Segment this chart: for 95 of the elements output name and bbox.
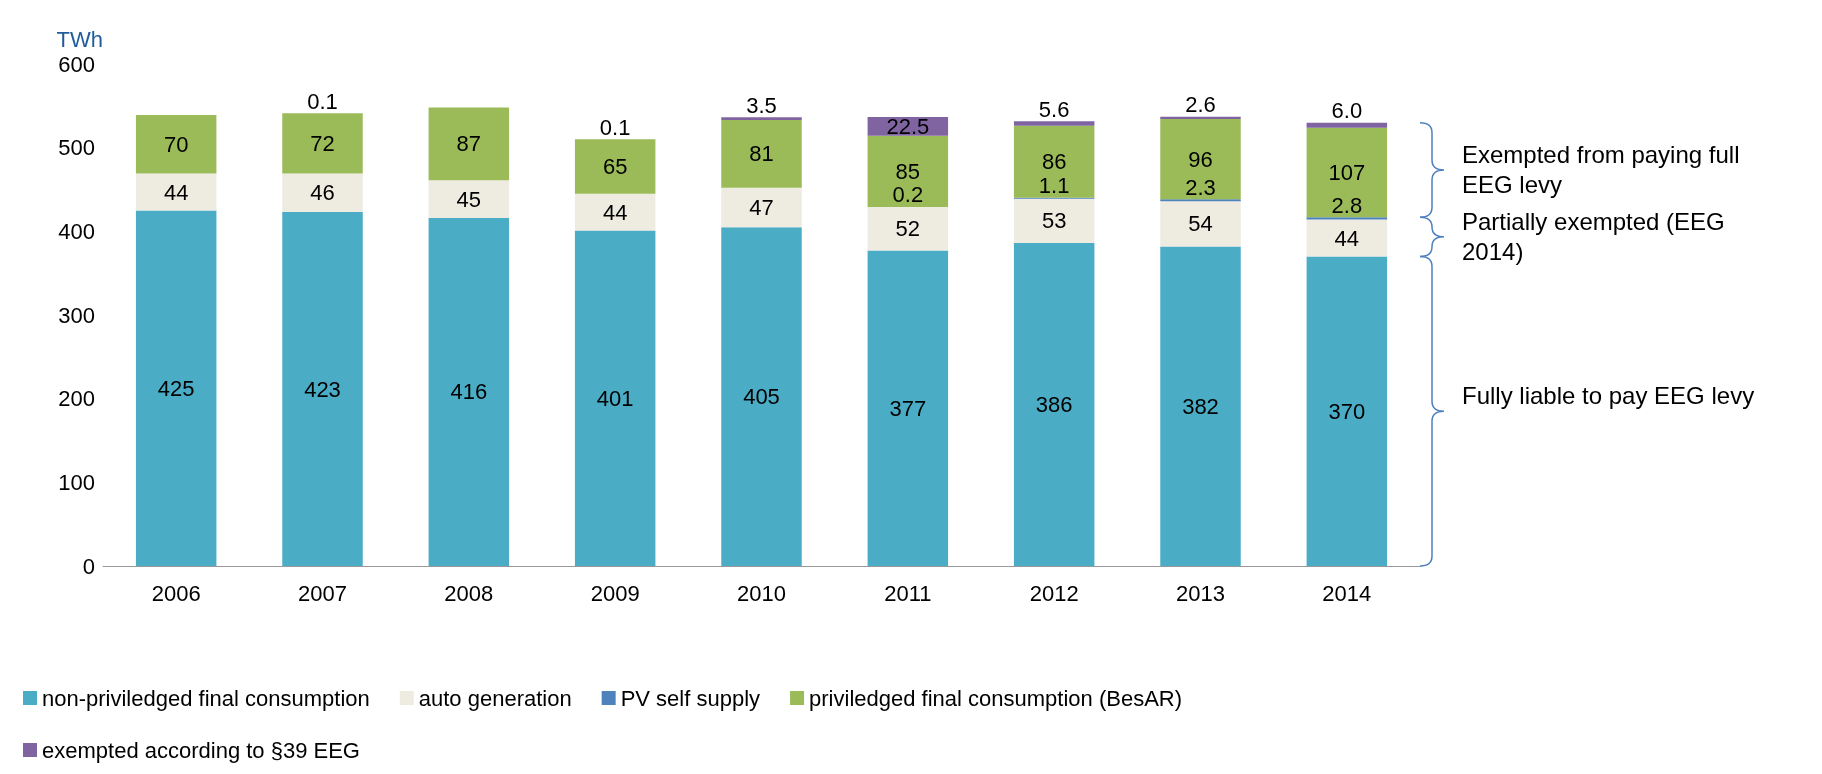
data-label: 5.6: [1038, 96, 1070, 122]
bar: [574, 193, 656, 231]
x-tick-label: 2012: [1029, 580, 1079, 606]
bar: [1160, 246, 1241, 566]
bar: [867, 250, 949, 566]
data-label: 45: [456, 186, 482, 212]
y-tick-label: 0: [82, 553, 95, 579]
data-label: 53: [1041, 208, 1067, 234]
x-tick-label: 2011: [884, 580, 932, 606]
text: Partially exempted (EEG 2014): [1462, 206, 1726, 267]
data-label: 0.1: [599, 114, 631, 140]
data-label: 3.5: [746, 92, 777, 118]
data-label: 416: [450, 379, 488, 405]
data-label: 107: [1328, 160, 1366, 186]
y-tick-label: 600: [58, 51, 95, 77]
bar: [135, 210, 217, 566]
legend-label: priviledged final consumption (BesAR): [809, 685, 1183, 711]
text: Exempted from paying full EEG levy: [1462, 140, 1741, 200]
data-label: 47: [749, 194, 774, 220]
data-label: 386: [1035, 392, 1073, 418]
legend-label: exempted according to §39 EEG: [42, 737, 360, 763]
data-label: 0.1: [307, 88, 338, 114]
data-label: 65: [602, 153, 628, 179]
data-label: 44: [602, 199, 628, 225]
text: Fully liable to pay EEG levy: [1462, 381, 1756, 412]
bar: [1306, 127, 1388, 218]
bar: [721, 117, 802, 121]
data-label: 401: [596, 385, 634, 411]
bar: [135, 173, 217, 211]
bar: [282, 113, 363, 174]
data-label: 2.6: [1185, 92, 1216, 118]
data-label: 87: [456, 131, 482, 157]
data-label: 81: [749, 141, 774, 167]
data-label: 2.3: [1185, 174, 1216, 200]
bar: [1306, 256, 1388, 566]
x-tick-label: 2008: [444, 580, 494, 606]
bar: [1160, 201, 1241, 247]
bar: [1013, 125, 1095, 198]
legend-label: non-priviledged final consumption: [42, 685, 370, 711]
data-label: 405: [743, 384, 780, 410]
bar: [282, 212, 363, 566]
data-label: 423: [304, 376, 341, 402]
y-tick-label: 300: [58, 302, 95, 328]
x-tick-label: 2014: [1322, 580, 1372, 606]
legend-label: PV self supply: [620, 685, 761, 711]
data-label: 85: [895, 158, 921, 184]
bar: [1160, 118, 1241, 200]
y-tick-label: 400: [58, 218, 95, 244]
bar: [428, 180, 510, 218]
x-tick-label: 2006: [151, 580, 201, 606]
data-label: 425: [157, 375, 195, 401]
y-tick-label: 100: [58, 469, 95, 495]
data-label: 44: [1334, 225, 1360, 251]
bar: [428, 107, 510, 181]
data-label: 96: [1188, 146, 1213, 172]
x-tick-label: 2007: [298, 580, 347, 606]
data-label: 86: [1041, 149, 1067, 175]
bar: [721, 120, 802, 188]
data-label: 2.8: [1331, 192, 1363, 218]
bar: [282, 173, 363, 213]
y-tick-label: 500: [58, 135, 95, 161]
data-label: 72: [310, 130, 335, 156]
bar: [1306, 217, 1388, 220]
data-label: 370: [1328, 398, 1366, 424]
bar: [574, 230, 656, 566]
data-label: 6.0: [1331, 98, 1363, 124]
bar: [1306, 219, 1388, 257]
bar: [1160, 116, 1241, 119]
data-label: 22.5: [886, 113, 930, 139]
bar: [867, 207, 949, 251]
x-tick-label: 2013: [1176, 580, 1225, 606]
legend-label: auto generation: [418, 685, 572, 711]
y-tick-label: 200: [58, 386, 95, 412]
bar: [721, 227, 802, 566]
data-label: 44: [163, 179, 189, 205]
y-axis-title: TWh: [56, 26, 103, 52]
x-tick-label: 2009: [590, 580, 640, 606]
bar: [1013, 243, 1095, 566]
bar: [867, 135, 949, 207]
data-label: 70: [163, 131, 189, 157]
data-label: 0.2: [892, 182, 924, 208]
data-label: 1.1: [1038, 173, 1070, 199]
bar: [574, 139, 656, 194]
bar: [721, 187, 802, 228]
bar: [1306, 122, 1388, 128]
data-label: 377: [889, 395, 927, 421]
bar: [428, 217, 510, 566]
data-label: 52: [895, 216, 921, 242]
x-tick-label: 2010: [737, 580, 786, 606]
data-label: 382: [1182, 393, 1219, 419]
bar: [1013, 121, 1095, 126]
bar: [135, 115, 217, 174]
data-label: 54: [1188, 211, 1213, 237]
bar: [1013, 198, 1095, 244]
data-label: 46: [310, 180, 335, 206]
